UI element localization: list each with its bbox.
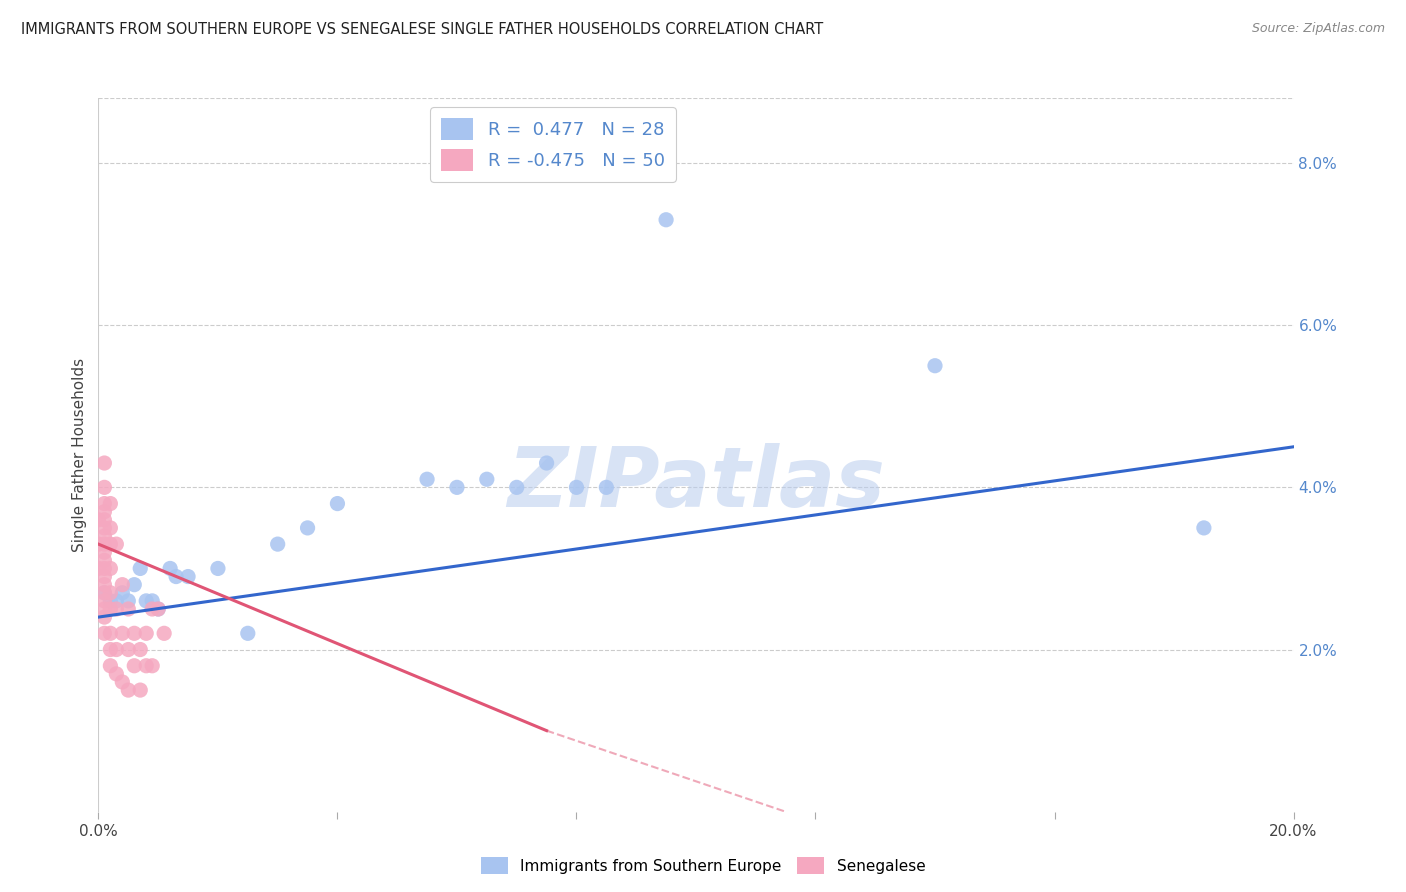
Point [111, 626, 134, 640]
Point [100, 586, 122, 600]
Point [93, 553, 115, 567]
Point [87, 513, 110, 527]
Point [105, 642, 128, 657]
Point [93, 602, 115, 616]
Point [124, 577, 146, 591]
Text: ZIPatlas: ZIPatlas [508, 443, 884, 524]
Point [165, 569, 187, 583]
Point [100, 626, 122, 640]
Point [141, 658, 163, 673]
Point [1192, 521, 1215, 535]
Point [111, 675, 134, 690]
Point [93, 586, 115, 600]
Point [93, 561, 115, 575]
Point [267, 537, 290, 551]
Point [93, 480, 115, 494]
Point [105, 602, 128, 616]
Point [117, 642, 139, 657]
Y-axis label: Single Father Households: Single Father Households [72, 358, 87, 552]
Point [100, 602, 122, 616]
Point [111, 586, 134, 600]
Point [446, 480, 468, 494]
Point [124, 658, 146, 673]
Point [135, 626, 157, 640]
Point [93, 529, 115, 543]
Point [93, 497, 115, 511]
Point [924, 359, 946, 373]
Point [236, 626, 259, 640]
Point [105, 537, 128, 551]
Point [117, 683, 139, 698]
Legend: Immigrants from Southern Europe, Senegalese: Immigrants from Southern Europe, Senegal… [474, 851, 932, 880]
Point [565, 480, 588, 494]
Point [475, 472, 498, 486]
Point [506, 480, 529, 494]
Point [297, 521, 319, 535]
Point [87, 537, 110, 551]
Point [100, 561, 122, 575]
Text: Source: ZipAtlas.com: Source: ZipAtlas.com [1251, 22, 1385, 36]
Point [129, 561, 152, 575]
Point [135, 658, 157, 673]
Legend: R =  0.477   N = 28, R = -0.475   N = 50: R = 0.477 N = 28, R = -0.475 N = 50 [430, 107, 676, 182]
Point [100, 537, 122, 551]
Point [93, 545, 115, 559]
Text: IMMIGRANTS FROM SOUTHERN EUROPE VS SENEGALESE SINGLE FATHER HOUSEHOLDS CORRELATI: IMMIGRANTS FROM SOUTHERN EUROPE VS SENEG… [21, 22, 824, 37]
Point [141, 602, 163, 616]
Point [93, 521, 115, 535]
Point [87, 561, 110, 575]
Point [100, 521, 122, 535]
Point [326, 497, 349, 511]
Point [93, 569, 115, 583]
Point [93, 513, 115, 527]
Point [141, 594, 163, 608]
Point [416, 472, 439, 486]
Point [117, 602, 139, 616]
Point [93, 505, 115, 519]
Point [177, 569, 200, 583]
Point [153, 626, 176, 640]
Point [135, 594, 157, 608]
Point [111, 577, 134, 591]
Point [93, 537, 115, 551]
Point [536, 456, 558, 470]
Point [93, 456, 115, 470]
Point [655, 212, 678, 227]
Point [93, 594, 115, 608]
Point [159, 561, 181, 575]
Point [100, 594, 122, 608]
Point [105, 594, 128, 608]
Point [207, 561, 229, 575]
Point [100, 642, 122, 657]
Point [148, 602, 170, 616]
Point [100, 497, 122, 511]
Point [93, 586, 115, 600]
Point [117, 594, 139, 608]
Point [595, 480, 617, 494]
Point [93, 577, 115, 591]
Point [105, 666, 128, 681]
Point [148, 602, 170, 616]
Point [129, 642, 152, 657]
Point [129, 683, 152, 698]
Point [124, 626, 146, 640]
Point [93, 610, 115, 624]
Point [100, 658, 122, 673]
Point [93, 626, 115, 640]
